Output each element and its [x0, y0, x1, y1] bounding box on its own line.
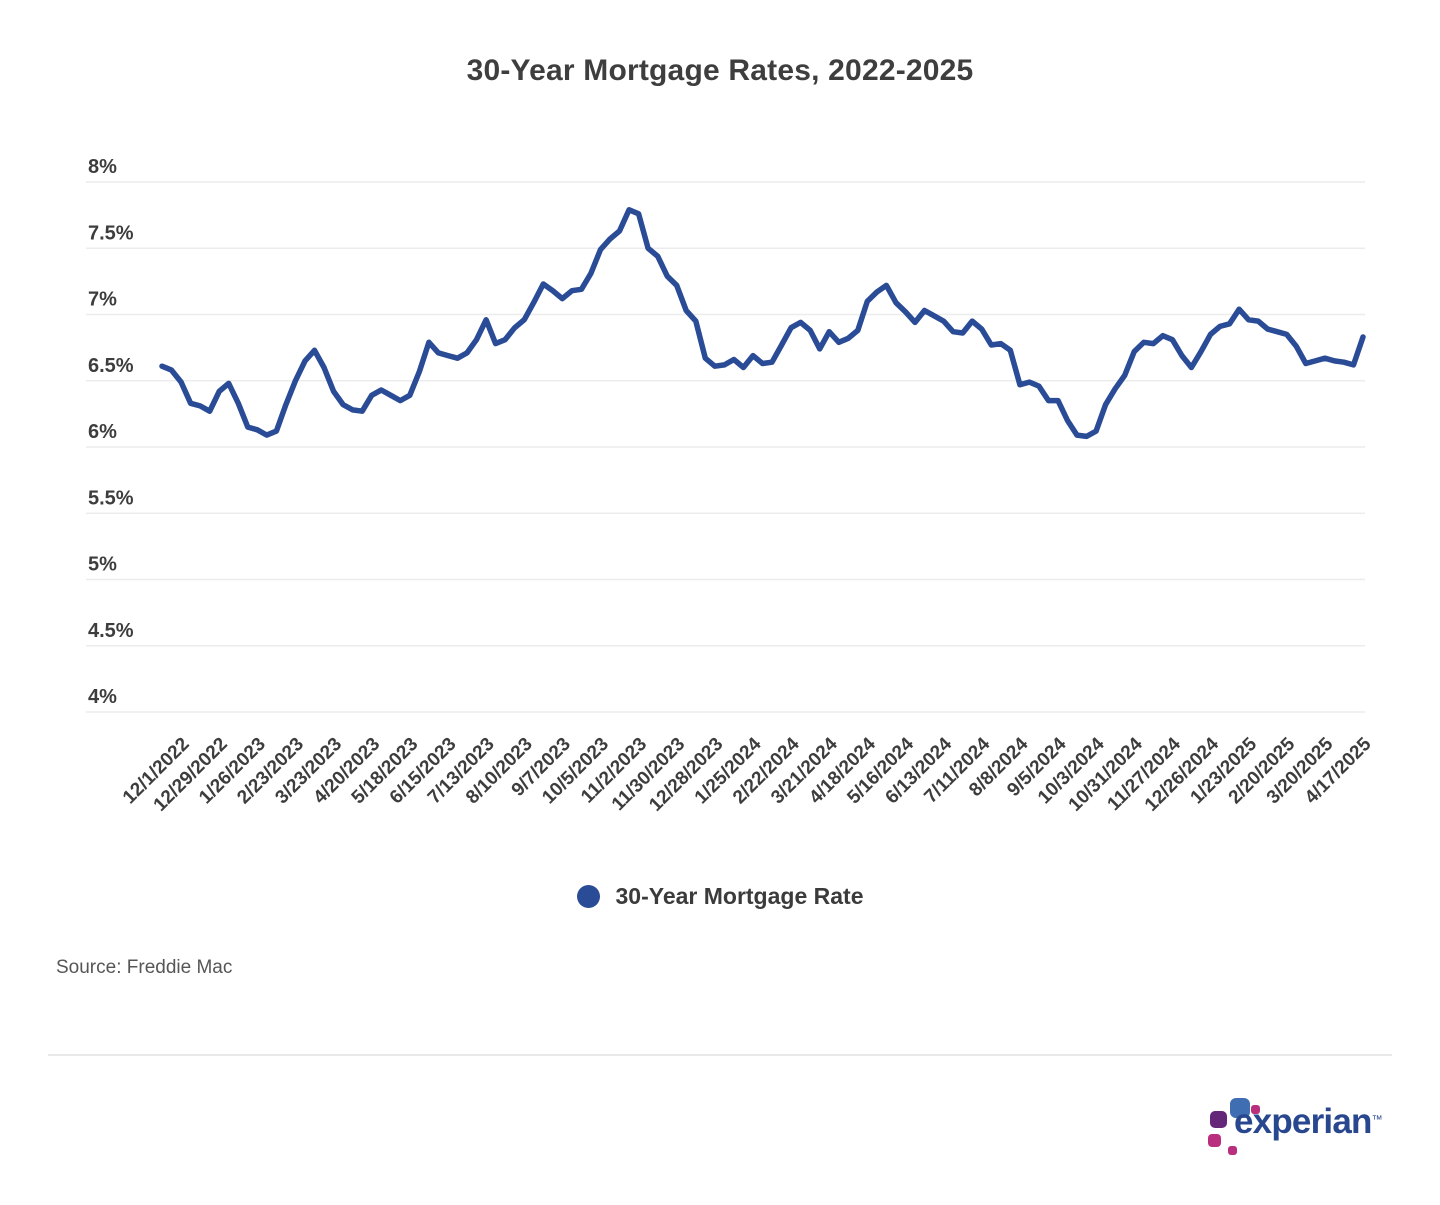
logo-trademark: ™: [1371, 1114, 1383, 1126]
y-axis-tick-label: 6.5%: [88, 355, 134, 377]
logo-block-magenta-icon: [1208, 1134, 1221, 1147]
y-axis-tick-label: 4.5%: [88, 620, 134, 642]
experian-logo: experian™: [1206, 1086, 1396, 1164]
y-axis-tick-label: 5.5%: [88, 487, 134, 509]
source-note: Source: Freddie Mac: [56, 957, 233, 978]
y-axis-tick-label: 7.5%: [88, 222, 134, 244]
footer-divider: [48, 1054, 1392, 1056]
y-axis-tick-label: 5%: [88, 554, 117, 576]
y-axis-tick-label: 8%: [88, 156, 117, 178]
y-axis-tick-label: 6%: [88, 421, 117, 443]
legend: 30-Year Mortgage Rate: [0, 876, 1440, 916]
logo-dot-pink2-icon: [1228, 1146, 1237, 1155]
mortgage-rate-line: [159, 207, 1366, 440]
chart-title: 30-Year Mortgage Rates, 2022-2025: [466, 54, 974, 87]
legend-label: 30-Year Mortgage Rate: [615, 882, 864, 909]
line-chart: 8%7.5%7%6.5%6%5.5%5%4.5%4%12/1/202212/29…: [86, 156, 1376, 816]
y-axis-tick-label: 7%: [88, 289, 117, 311]
logo-dot-pink-icon: [1251, 1105, 1260, 1114]
legend-marker-dot: [576, 884, 600, 908]
logo-block-blue-icon: [1230, 1098, 1250, 1118]
y-axis-tick-label: 4%: [88, 686, 117, 708]
logo-block-purple-icon: [1210, 1111, 1227, 1128]
logo-wordmark: experian™: [1234, 1102, 1383, 1141]
